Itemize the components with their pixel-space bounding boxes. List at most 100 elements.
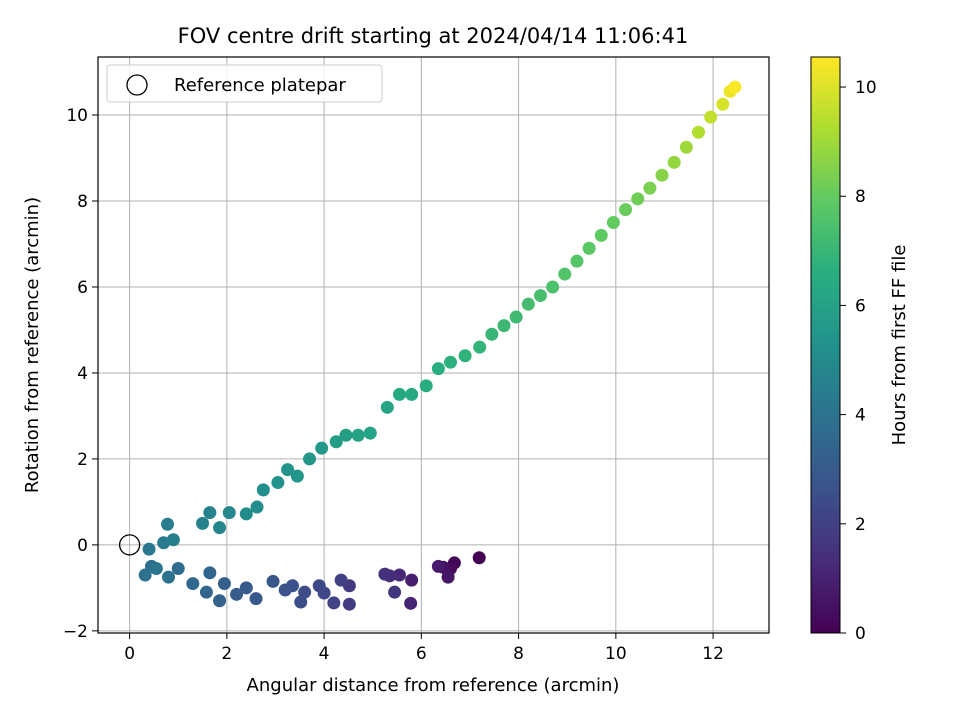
scatter-point <box>392 387 406 401</box>
scatter-point <box>239 507 253 521</box>
scatter-point <box>161 517 175 531</box>
scatter-point <box>570 254 584 268</box>
colorbar-ticks: 0 2 4 6 8 10 <box>840 78 877 644</box>
scatter-point <box>294 595 308 609</box>
scatter-point <box>378 567 392 581</box>
scatter-point <box>509 310 523 324</box>
scatter-point <box>431 559 445 573</box>
scatter-point <box>473 340 487 354</box>
scatter-point <box>203 506 217 520</box>
scatter-point <box>250 500 264 514</box>
x-tick-label: 10 <box>605 644 627 664</box>
scatter-point <box>303 452 317 466</box>
colorbar <box>810 56 841 634</box>
x-axis-ticks: 0 2 4 6 8 10 12 <box>124 633 724 664</box>
scatter-point <box>256 483 270 497</box>
legend-marker-hollow-circle <box>126 74 148 96</box>
scatter-point <box>278 583 292 597</box>
scatter-point <box>472 551 486 565</box>
y-tick-label: 2 <box>77 450 88 470</box>
colorbar-tick-label: 2 <box>855 515 866 535</box>
x-axis-label: Angular distance from reference (arcmin) <box>247 675 620 696</box>
scatter-point <box>138 568 152 582</box>
scatter-point <box>327 596 341 610</box>
scatter-point <box>631 192 645 206</box>
scatter-point <box>458 349 472 363</box>
scatter-point <box>312 579 326 593</box>
chart-title: FOV centre drift starting at 2024/04/14 … <box>178 24 689 48</box>
scatter-point <box>582 241 596 255</box>
y-tick-label: −2 <box>63 622 88 642</box>
y-axis-label: Rotation from reference (arcmin) <box>22 197 43 493</box>
scatter-point <box>643 181 657 195</box>
x-tick-label: 12 <box>702 644 724 664</box>
x-tick-label: 2 <box>221 644 232 664</box>
scatter-point <box>497 319 511 333</box>
colorbar-label: Hours from first FF file <box>889 245 910 446</box>
grid-lines <box>98 57 769 633</box>
colorbar-tick-label: 4 <box>855 406 866 426</box>
scatter-point <box>142 542 156 556</box>
scatter-point <box>716 97 730 111</box>
x-tick-label: 6 <box>416 644 427 664</box>
scatter-point <box>239 581 253 595</box>
scatter-point <box>213 521 227 535</box>
colorbar-tick-label: 10 <box>855 78 877 98</box>
y-tick-label: 10 <box>66 106 88 126</box>
scatter-point <box>290 469 304 483</box>
scatter-point <box>619 203 633 217</box>
scatter-point <box>392 568 406 582</box>
y-tick-label: 6 <box>77 278 88 298</box>
scatter-point <box>166 533 180 547</box>
x-tick-label: 8 <box>513 644 524 664</box>
reference-marker <box>118 534 141 556</box>
scatter-point <box>266 574 280 588</box>
scatter-point <box>419 379 433 393</box>
scatter-point <box>521 297 535 311</box>
scatter-point <box>431 362 445 376</box>
scatter-point <box>203 566 217 580</box>
x-tick-label: 4 <box>319 644 330 664</box>
scatter-point <box>594 228 608 242</box>
scatter-point <box>546 280 560 294</box>
scatter-point <box>342 597 356 611</box>
scatter-point <box>405 387 419 401</box>
scatter-point <box>271 476 285 490</box>
scatter-point <box>533 289 547 303</box>
scatter-point <box>298 585 312 599</box>
scatter-point <box>186 577 200 591</box>
scatter-point <box>199 585 213 599</box>
scatter-point <box>704 110 718 124</box>
scatter-point <box>222 506 236 520</box>
scatter-point <box>213 594 227 608</box>
x-tick-label: 0 <box>124 644 135 664</box>
scatter-point <box>171 562 185 576</box>
scatter-point <box>606 215 620 229</box>
scatter-point <box>363 426 377 440</box>
colorbar-tick-label: 6 <box>855 296 866 316</box>
legend-box <box>106 64 383 103</box>
plot-frame <box>97 56 770 634</box>
scatter-point <box>249 592 263 606</box>
scatter-point <box>558 267 572 281</box>
scatter-point <box>339 428 353 442</box>
scatter-point <box>196 516 210 530</box>
legend: Reference platepar <box>106 64 383 103</box>
scatter-point <box>334 573 348 587</box>
scatter-point <box>485 327 499 341</box>
scatter-point <box>444 355 458 369</box>
y-tick-label: 8 <box>77 192 88 212</box>
scatter-point <box>230 587 244 601</box>
y-tick-label: 0 <box>77 536 88 556</box>
colorbar-tick-label: 0 <box>855 624 866 644</box>
scatter-point <box>679 140 693 154</box>
scatter-point <box>441 570 455 584</box>
scatter-point <box>404 596 418 610</box>
scatter-point <box>667 155 681 169</box>
y-tick-label: 4 <box>77 364 88 384</box>
scatter-point <box>162 570 176 584</box>
scatter-point <box>728 80 742 94</box>
scatter-point <box>281 463 295 477</box>
y-axis-ticks: −2 0 2 4 6 8 10 <box>63 106 98 642</box>
